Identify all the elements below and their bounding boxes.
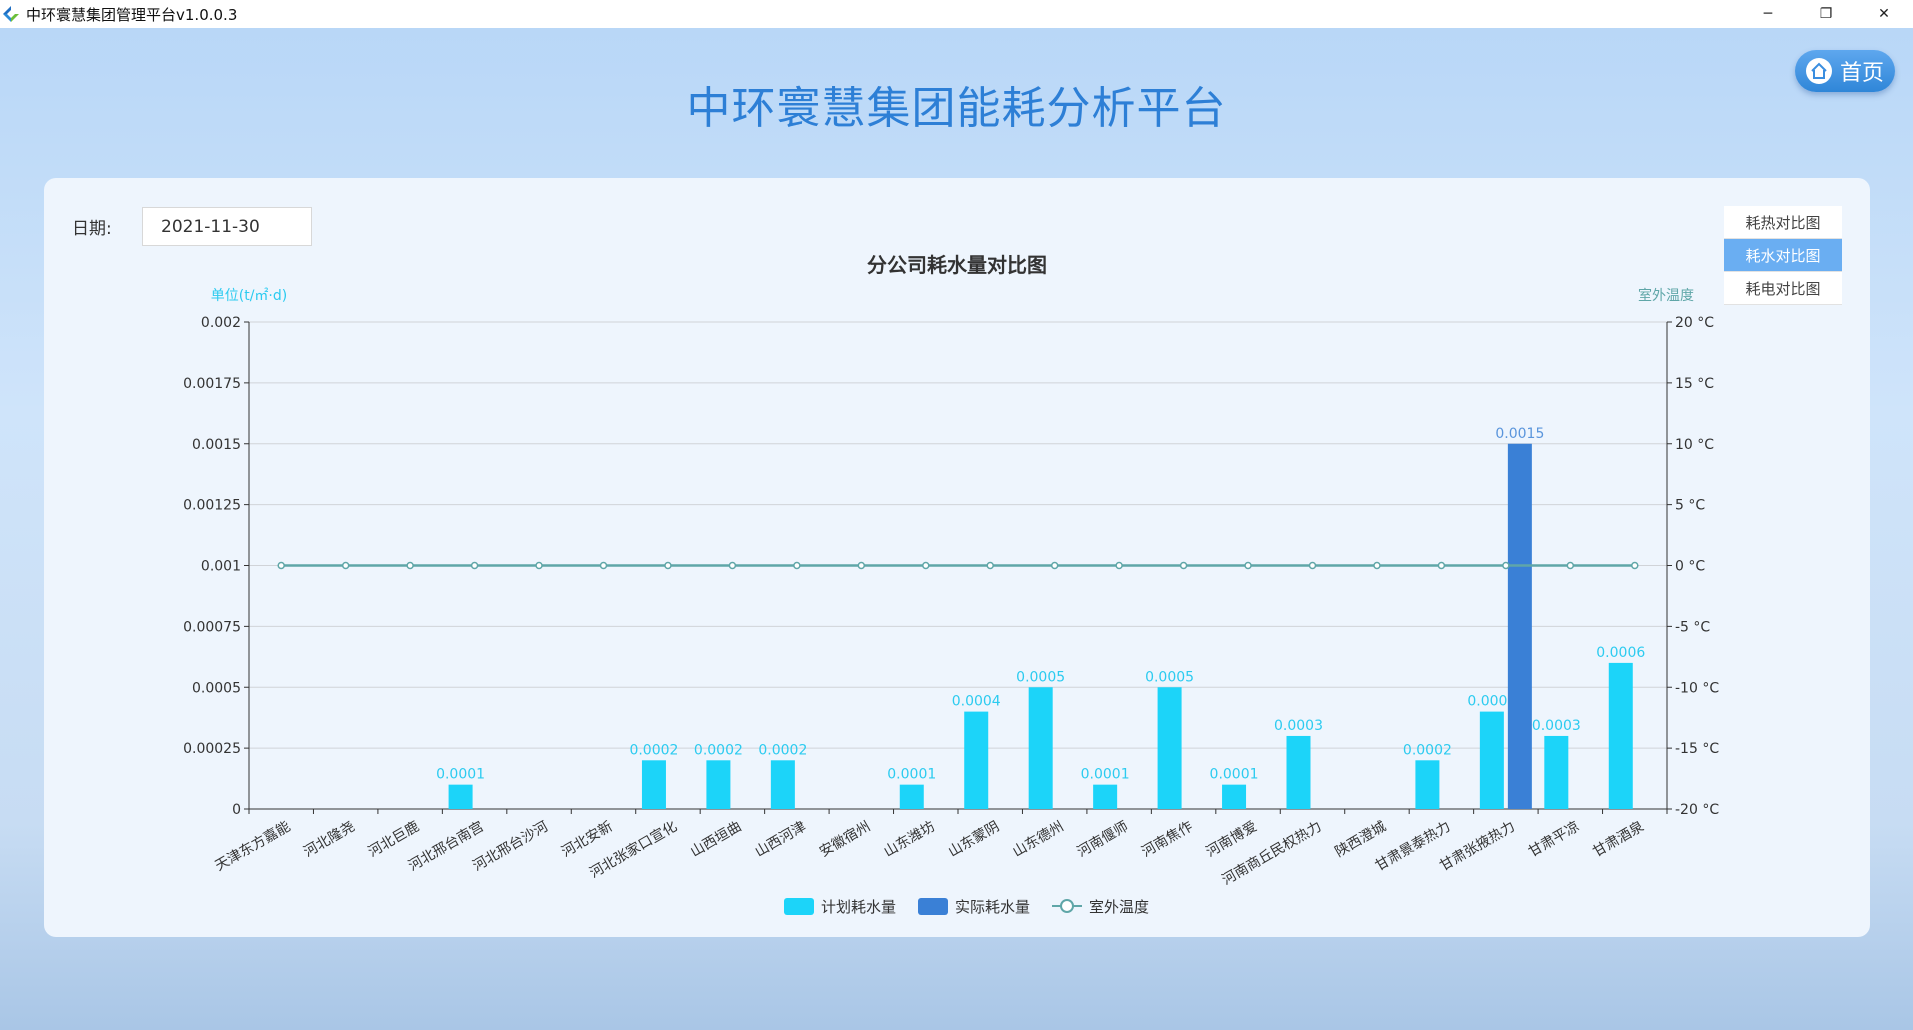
app-title: 中环寰慧集团管理平台v1.0.0.3 — [26, 5, 238, 24]
home-label: 首页 — [1839, 61, 1884, 86]
date-label: 日期: — [72, 219, 112, 239]
title-bar: 中环寰慧集团管理平台v1.0.0.3 ─ ❐ ✕ — [0, 0, 1913, 28]
tab-water-comparison[interactable]: 耗水对比图 — [1724, 239, 1842, 272]
tab-electricity-comparison[interactable]: 耗电对比图 — [1724, 272, 1842, 305]
close-button[interactable]: ✕ — [1878, 6, 1890, 22]
tab-heat-comparison[interactable]: 耗热对比图 — [1724, 206, 1842, 239]
minimize-button[interactable]: ─ — [1763, 6, 1773, 22]
home-icon — [1805, 58, 1832, 84]
chart-panel — [44, 178, 1870, 937]
date-input[interactable] — [142, 207, 312, 246]
page-title: 中环寰慧集团能耗分析平台 — [686, 83, 1227, 134]
restore-button[interactable]: ❐ — [1819, 6, 1833, 22]
chart-type-tabs: 耗热对比图 耗水对比图 耗电对比图 — [1724, 206, 1842, 305]
home-button[interactable]: 首页 — [1795, 50, 1895, 92]
app-logo-icon — [3, 6, 19, 22]
